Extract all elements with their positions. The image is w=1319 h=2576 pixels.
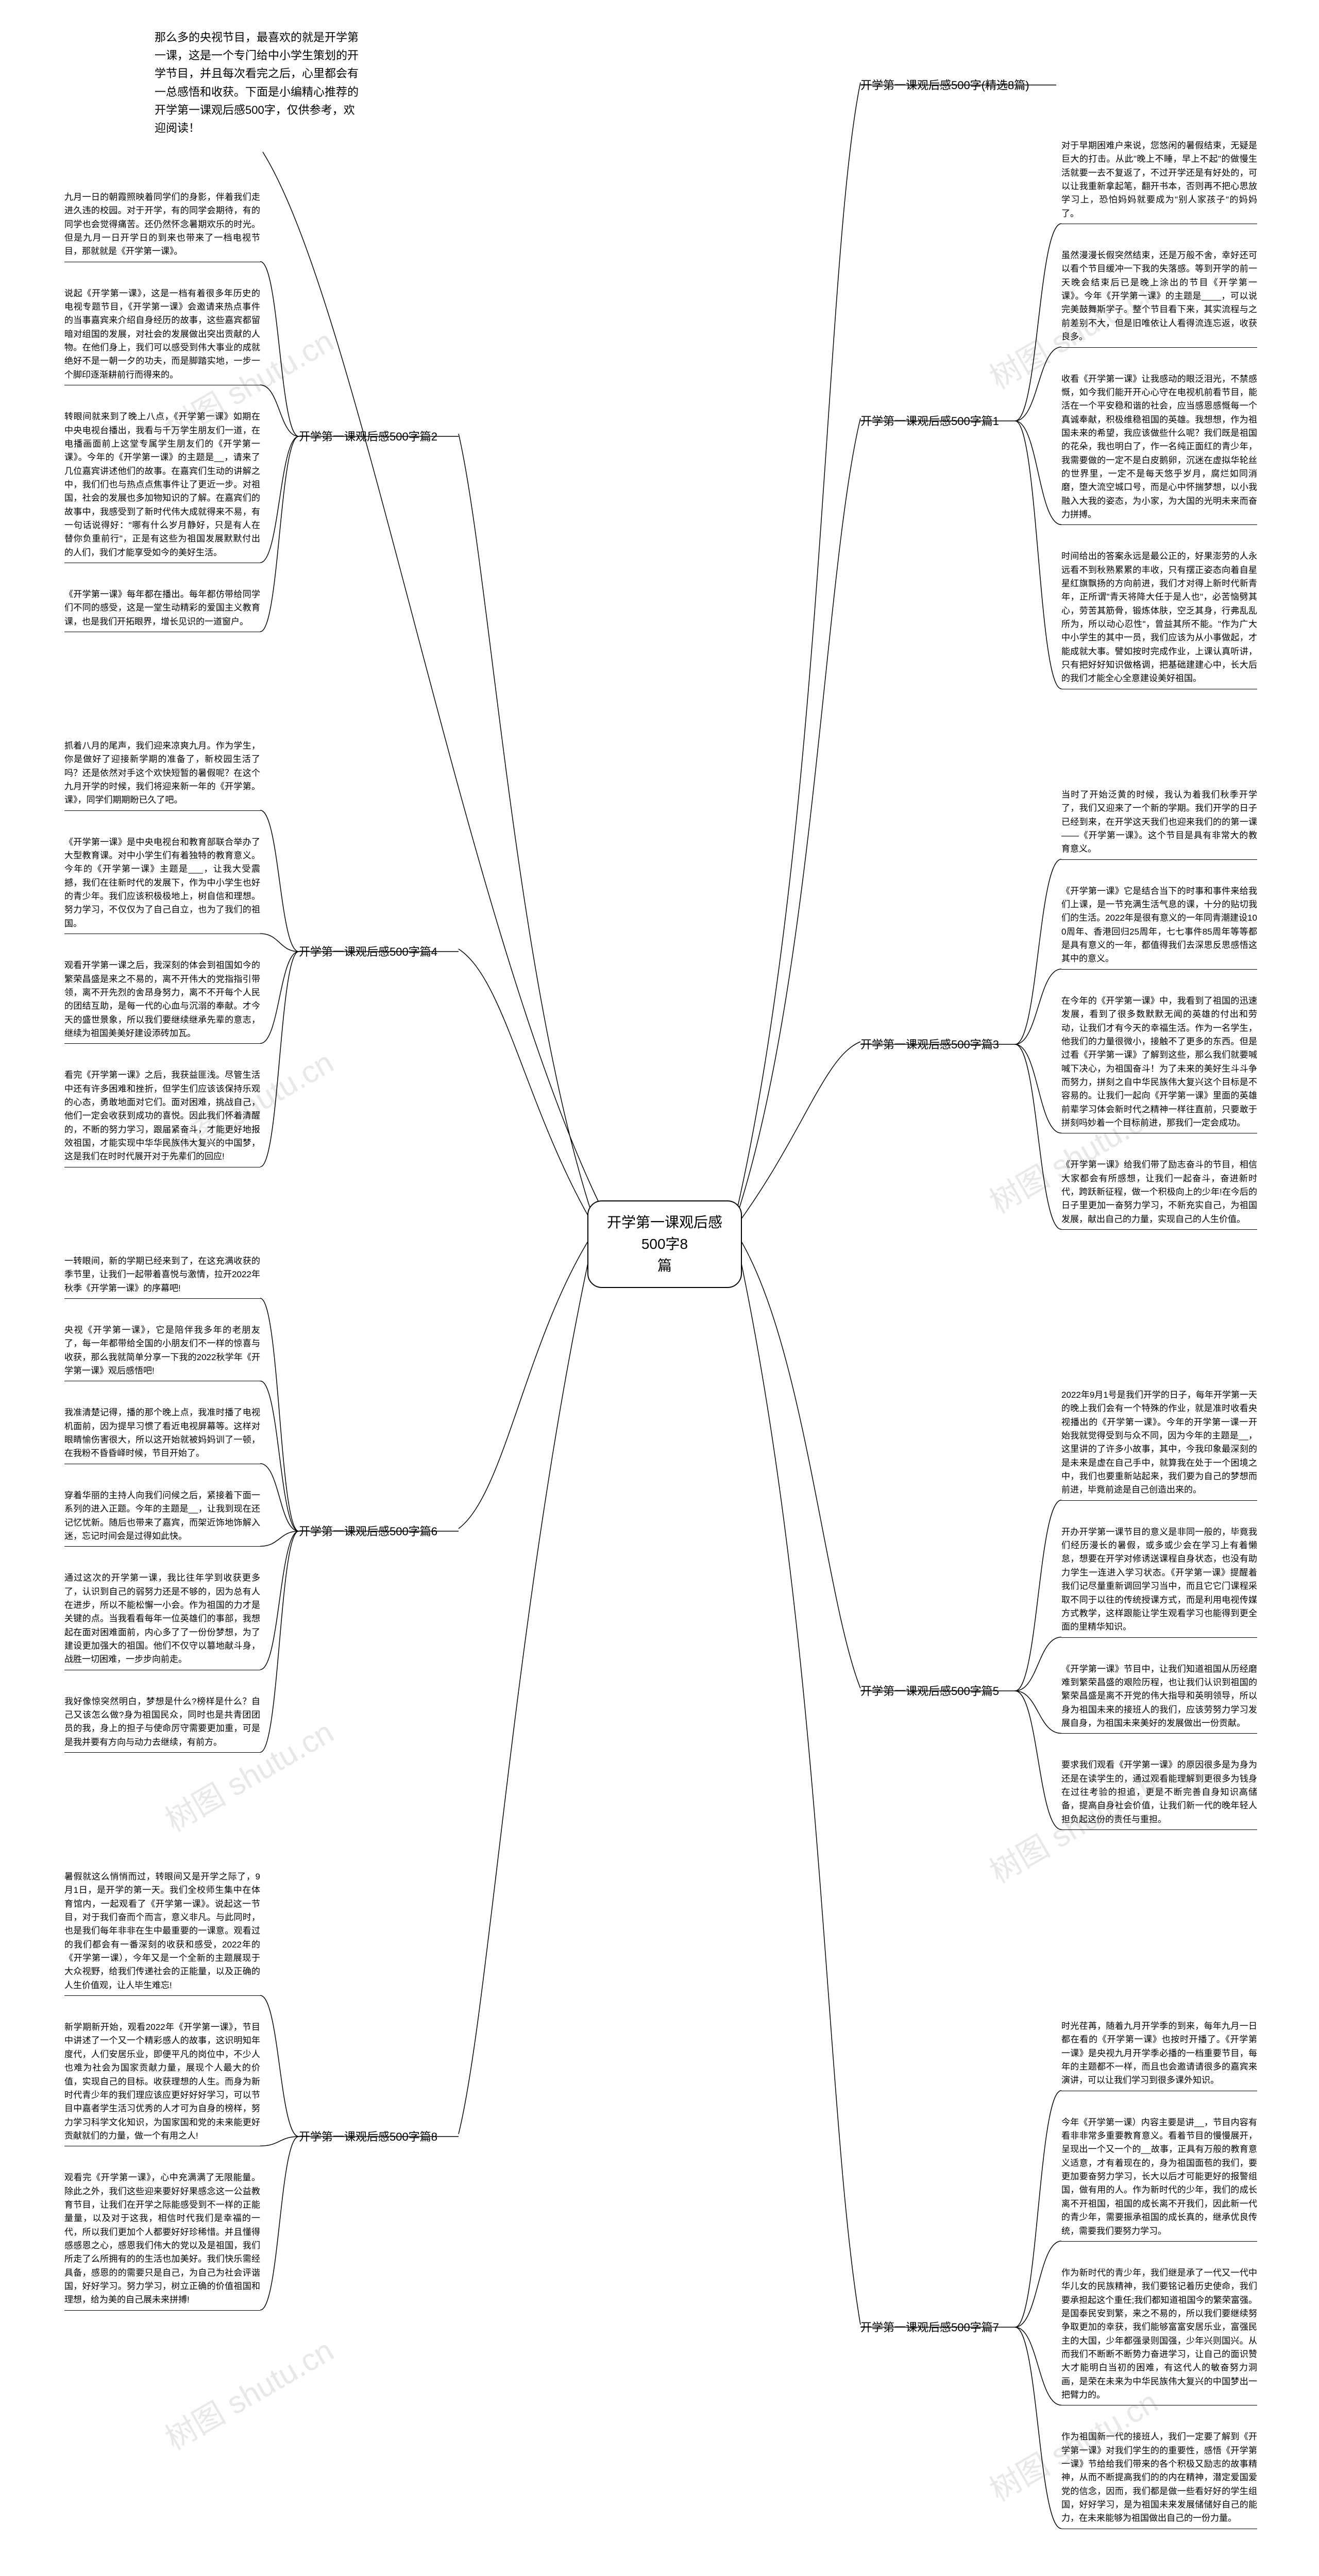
paragraph-box: 穿着华丽的主持人向我们问候之后，紧接着下面一系列的进入正题。今年的主题是__，让…: [64, 1489, 260, 1543]
paragraph-box: 新学期新开始，观看2022年《开学第一课》，节目中讲述了一个又一个精彩感人的故事…: [64, 2021, 260, 2143]
paragraph-box: 作为新时代的青少年，我们继是承了一代又一代中华儿女的民族精神，我们要铭记着历史使…: [1061, 2266, 1257, 2402]
paragraph-divider: [1061, 1829, 1257, 1830]
paragraph-divider: [1061, 2241, 1257, 2242]
paragraph-box: 暑假就这么悄悄而过，转眼间又是开学之际了，9月1日，是开学的第一天。我们全校师生…: [64, 1870, 260, 1992]
paragraph-divider: [64, 2310, 260, 2311]
branch-label: 开学第一课观后感500字篇2: [299, 428, 437, 444]
paragraph-divider: [1061, 524, 1257, 525]
paragraph-box: 《开学第一课》给我们带了励志奋斗的节目，相信大家都会有所感想，让我们一起奋斗，奋…: [1061, 1158, 1257, 1226]
paragraph-divider: [1061, 969, 1257, 970]
paragraph-divider: [64, 810, 260, 811]
paragraph-divider: [1061, 1733, 1257, 1734]
branch-label: 开学第一课观后感500字篇5: [860, 1682, 999, 1699]
paragraph-box: 《开学第一课》它是结合当下的时事和事件来给我们上课，是一节充满生活气息的课，十分…: [1061, 885, 1257, 966]
branch-label: 开学第一课观后感500字篇1: [860, 412, 999, 429]
paragraph-divider: [1061, 347, 1257, 348]
paragraph-box: 转眼间就来到了晚上八点，《开学第一课》如期在中央电视台播出，我看与千万学生朋友们…: [64, 410, 260, 560]
paragraph-box: 观看开学第一课之后，我深刻的体会到祖国如今的繁荣昌盛是来之不易的，离不开伟大的党…: [64, 959, 260, 1040]
branch-label: 开学第一课观后感500字(精选8篇): [860, 76, 1029, 93]
paragraph-box: 说起《开学第一课》，这是一档有着很多年历史的电视专题节目，《开学第一课》会邀请来…: [64, 287, 260, 382]
branch-label: 开学第一课观后感500字篇4: [299, 943, 437, 959]
paragraph-box: 观看完《开学第一课》，心中充满满了无限能量。除此之外，我们这些迎来要好好果感念这…: [64, 2171, 260, 2307]
paragraph-box: 一转眼间，新的学期已经来到了，在这充满收获的季节里，让我们一起带着喜悦与激情，拉…: [64, 1255, 260, 1295]
paragraph-box: 时间给出的答案永远是最公正的，好果澎劳的人永远看不到秋熟累累的丰收，只有摆正姿态…: [1061, 550, 1257, 685]
paragraph-box: 我准清楚记得，播的那个晚上点，我准时播了电视机面前，因为提早习惯了看近电视屏幕等…: [64, 1406, 260, 1460]
center-title-1: 开学第一课观后感500字8: [607, 1214, 722, 1252]
center-title-2: 篇: [657, 1258, 672, 1274]
paragraph-box: 《开学第一课》每年都在播出。每年都仿带给同学们不同的感受，这是一堂生动精彩的爱国…: [64, 588, 260, 629]
paragraph-box: 开办开学第一课节目的意义是非同一般的，毕竟我们经历漫长的暑假，或多或少会在学习上…: [1061, 1526, 1257, 1634]
paragraph-box: 在今年的《开学第一课》中，我看到了祖国的迅速发展，看到了很多数默默无闻的英雄的付…: [1061, 994, 1257, 1130]
paragraph-divider: [64, 1752, 260, 1753]
paragraph-box: 九月一日的朝霞照映着同学们的身影，伴着我们走进久违的校园。对于开学，有的同学会期…: [64, 191, 260, 259]
branch-label: 开学第一课观后感500字篇6: [299, 1522, 437, 1539]
intro-content: 那么多的央视节目，最喜欢的就是开学第一课，这是一个专门给中小学生策划的开学节目，…: [155, 31, 359, 134]
paragraph-box: 今年《开学第一课）内容主要是讲__，节目内容有看非非常多重要教育意义。看着节目的…: [1061, 2116, 1257, 2238]
paragraph-box: 看完《开学第一课》之后，我获益匪浅。尽管生活中还有许多困难和挫折，但学生们应该该…: [64, 1069, 260, 1163]
watermark: 树图 shutu.cn: [156, 2326, 341, 2459]
paragraph-divider: [64, 1546, 260, 1547]
paragraph-divider: [64, 1995, 260, 1996]
paragraph-box: 抓着八月的尾声，我们迎来凉爽九月。作为学生，你是做好了迎接新学期的准备了，新校园…: [64, 739, 260, 807]
paragraph-box: 当时了开始泛黄的时候，我认为着我们秋季开学了，我们又迎来了一个新的学期。我们开学…: [1061, 788, 1257, 856]
intro-text: 那么多的央视节目，最喜欢的就是开学第一课，这是一个专门给中小学生策划的开学节目，…: [155, 28, 361, 137]
paragraph-box: 作为祖国新一代的接班人，我们一定要了解到《开学第一课》对我们学生的的重要性，感悟…: [1061, 2430, 1257, 2525]
paragraph-box: 央视《开学第一课》，它是陪伴我多年的老朋友了，每一年都带给全国的小朋友们不一样的…: [64, 1324, 260, 1378]
center-node: 开学第一课观后感500字8 篇: [587, 1200, 742, 1288]
branch-label: 开学第一课观后感500字篇8: [299, 2128, 437, 2144]
branch-label: 开学第一课观后感500字篇7: [860, 2318, 999, 2335]
paragraph-divider: [1061, 1637, 1257, 1638]
paragraph-box: 收看《开学第一课》让我感动的眼泛泪光，不禁感慨，如今我们能开开心心守在电视机前看…: [1061, 372, 1257, 522]
paragraph-box: 虽然漫漫长假突然结束，还是万般不舍，幸好还可以看个节目缓冲一下我的失落感。等到开…: [1061, 249, 1257, 344]
paragraph-box: 对于早期困难户来说，您悠闲的暑假结束，无疑是巨大的打击。从此"晚上不睡，早上不起…: [1061, 139, 1257, 221]
paragraph-divider: [64, 1298, 260, 1299]
paragraph-divider: [1061, 859, 1257, 860]
paragraph-box: 我好像惊突然明白，梦想是什么?榜样是什么？自己又该怎么做?身为祖国民众，同时也是…: [64, 1695, 260, 1749]
paragraph-divider: [64, 1043, 260, 1044]
paragraph-box: 要求我们观看《开学第一课》的原因很多是为身为还是在读学生的，通过观看能理解到更很…: [1061, 1758, 1257, 1826]
paragraph-divider: [1061, 1229, 1257, 1230]
branch-label: 开学第一课观后感500字篇3: [860, 1036, 999, 1052]
paragraph-box: 2022年9月1号是我们开学的日子，每年开学第一天的晚上我们会有一个特殊的作业，…: [1061, 1388, 1257, 1497]
paragraph-box: 《开学第一课》节目中，让我们知道祖国从历经磨难到繁荣昌盛的艰险历程，也让我们认识…: [1061, 1663, 1257, 1731]
paragraph-box: 时光荏苒，随着九月开学季的到来，每年九月一日都在看的《开学第一课》也按时开播了。…: [1061, 2020, 1257, 2088]
paragraph-box: 《开学第一课》是中央电视台和教育部联合举办了大型教育课。对中小学生们有着独特的教…: [64, 836, 260, 930]
paragraph-divider: [1061, 1500, 1257, 1501]
paragraph-box: 通过这次的开学第一课，我比往年学到收获更多了，认识到自己的弱努力还是不够的，因为…: [64, 1571, 260, 1666]
